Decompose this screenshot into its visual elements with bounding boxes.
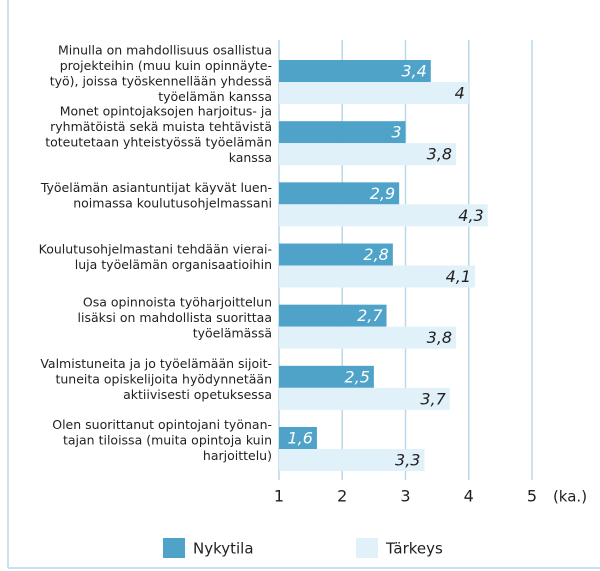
category-label: Olen suorittanut opintojani työnan- — [52, 417, 272, 432]
value-label: 2,7 — [357, 306, 383, 325]
category-label: luja työelämän organisaatioihin — [75, 257, 272, 272]
value-label: 3 — [391, 123, 401, 142]
category-label: työelämän kanssa — [158, 89, 272, 104]
category-label: Koulutusohjelmastani tehdään vierai- — [39, 241, 272, 256]
x-tick-label: 3 — [400, 487, 410, 506]
value-label: 4 — [455, 84, 465, 103]
category-label: Monet opintojaksojen harjoitus- ja — [60, 103, 272, 118]
bar — [279, 304, 387, 327]
bar — [279, 121, 406, 144]
category-label: noimassa koulutusohjelmassani — [73, 196, 272, 211]
value-label: 4,3 — [458, 206, 483, 225]
bar — [279, 265, 476, 288]
x-tick-label: 4 — [464, 487, 474, 506]
value-label: 3,4 — [401, 62, 426, 81]
category-label: työelämässä — [193, 326, 272, 341]
category-label: kanssa — [229, 150, 272, 165]
x-tick-label: 5 — [527, 487, 537, 506]
bar — [279, 143, 457, 166]
bar — [279, 365, 374, 388]
bar — [279, 326, 457, 349]
value-label: 4,1 — [446, 267, 471, 286]
x-tick-label: 2 — [337, 487, 347, 506]
legend-label: Tärkeys — [385, 540, 443, 558]
value-label: 3,7 — [420, 389, 446, 408]
category-label: tuneita opiskelijoita hyödynnetään — [55, 371, 272, 386]
bar — [279, 243, 393, 266]
legend-swatch — [163, 538, 185, 558]
legend-label: Nykytila — [193, 540, 254, 558]
category-label: Minulla on mahdollisuus osallistua — [58, 42, 272, 57]
value-label: 3,3 — [395, 451, 420, 470]
bar — [279, 182, 400, 205]
bar — [279, 82, 469, 104]
x-axis-label: (ka.) — [553, 488, 587, 506]
bar — [279, 204, 488, 227]
category-label: projekteihin (muu kuin opinnäyte- — [60, 58, 272, 73]
bar — [279, 449, 425, 471]
value-label: 2,9 — [370, 184, 395, 203]
value-label: 1,6 — [287, 429, 312, 448]
bar — [279, 427, 317, 449]
category-label: toteutetaan yhteistyössä työelämän — [45, 134, 272, 149]
bar — [279, 60, 431, 82]
category-label: Valmistuneita ja jo työelämään sijoit- — [40, 356, 272, 371]
bar — [279, 387, 450, 410]
category-label: Työelämän asiantuntijat käyvät luen- — [40, 180, 272, 195]
x-tick-label: 1 — [274, 487, 284, 506]
value-label: 2,8 — [363, 245, 388, 264]
legend-swatch — [356, 538, 378, 558]
category-label: lisäksi on mahdollista suorittaa — [78, 310, 272, 325]
category-label: aktiivisesti opetuksessa — [123, 387, 272, 402]
category-label: tajan tiloissa (muita opintoja kuin — [63, 433, 272, 448]
category-label: ryhmätöistä sekä muista tehtävistä — [50, 119, 272, 134]
value-label: 2,5 — [344, 367, 369, 386]
category-label: harjoittelu) — [203, 448, 272, 463]
category-label: Osa opinnoista työharjoittelun — [83, 295, 272, 310]
category-label: työ), joissa työskennellään yhdessä — [50, 73, 272, 88]
value-label: 3,8 — [427, 328, 452, 347]
value-label: 3,8 — [427, 145, 452, 164]
